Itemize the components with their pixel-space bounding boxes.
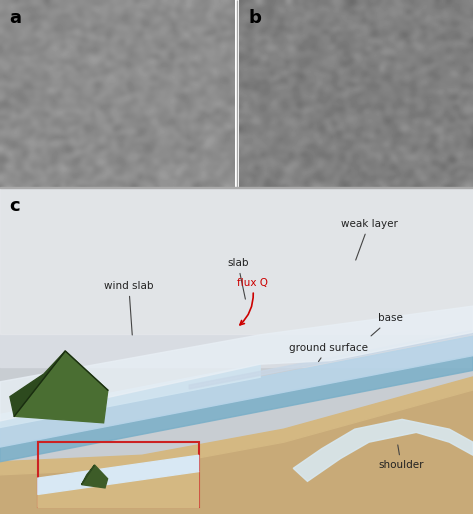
Polygon shape (0, 390, 473, 514)
Polygon shape (0, 188, 473, 367)
Text: flux Q: flux Q (236, 278, 268, 325)
Polygon shape (82, 465, 108, 488)
Text: weak layer: weak layer (341, 219, 397, 260)
Text: slab: slab (227, 258, 248, 299)
Text: wind slab: wind slab (104, 281, 154, 335)
Polygon shape (0, 336, 473, 447)
Text: a: a (9, 9, 21, 27)
Polygon shape (10, 351, 65, 416)
Polygon shape (0, 356, 473, 462)
Text: base: base (371, 314, 403, 336)
Polygon shape (82, 465, 95, 485)
Polygon shape (38, 455, 199, 494)
Polygon shape (14, 351, 108, 423)
Polygon shape (0, 364, 260, 428)
Polygon shape (0, 306, 473, 421)
Polygon shape (307, 432, 473, 514)
Text: b: b (248, 9, 261, 27)
Polygon shape (293, 419, 473, 481)
Text: shoulder: shoulder (378, 445, 424, 470)
Polygon shape (0, 188, 473, 335)
Text: ground surface: ground surface (289, 343, 368, 361)
Polygon shape (38, 471, 199, 507)
Polygon shape (0, 377, 473, 475)
Polygon shape (189, 330, 473, 389)
Text: c: c (9, 197, 20, 215)
